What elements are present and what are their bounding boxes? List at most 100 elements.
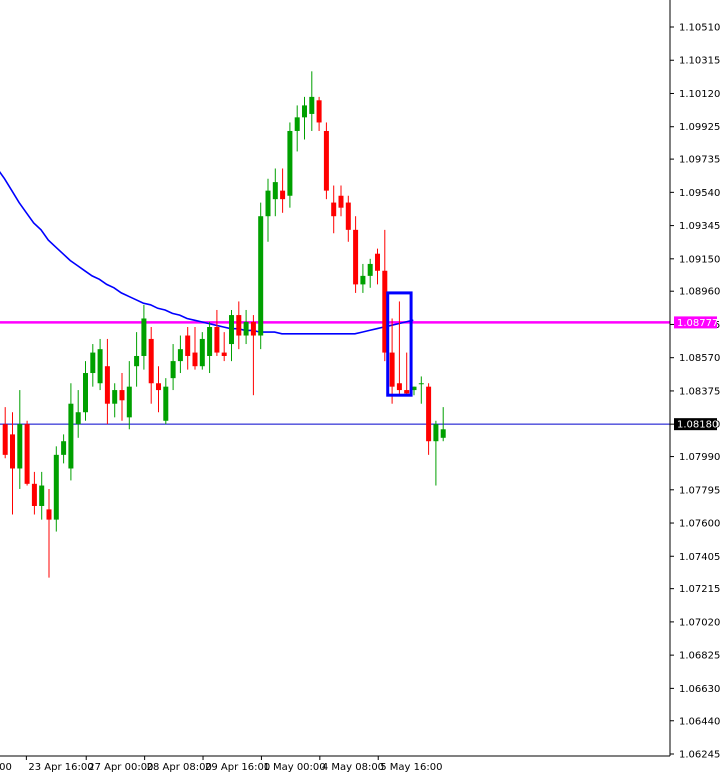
candle-bull — [360, 275, 366, 285]
candle-bull — [163, 386, 169, 421]
candle-bear — [104, 366, 110, 404]
candle-bull — [17, 424, 23, 469]
plot-area[interactable] — [0, 71, 670, 578]
candle-bear — [338, 195, 344, 208]
candle-bull — [294, 117, 300, 131]
candle-bear — [214, 327, 220, 353]
candle-bull — [134, 355, 140, 367]
time-tick-label: 4 May 08:00 — [322, 762, 384, 773]
candle-bull — [97, 349, 103, 384]
candle-bear — [331, 202, 337, 217]
candle-bull — [411, 386, 417, 391]
candle-bear — [280, 190, 286, 200]
candle-bear — [46, 509, 52, 520]
price-tick-label: 1.07990 — [679, 452, 720, 463]
price-tick-label: 1.09345 — [679, 221, 720, 232]
candle-bear — [185, 335, 191, 356]
price-tick-label: 1.09540 — [679, 188, 720, 199]
price-axis: 1.10510 1.10315 1.10120 1.09925 1.09735 1.095… — [669, 0, 720, 761]
candle-bull — [68, 403, 74, 469]
candle-bull — [272, 182, 278, 200]
candle-bear — [426, 386, 432, 442]
price-tick-label: 1.09150 — [679, 254, 720, 265]
price-tag-label: 1.08777 — [677, 318, 718, 329]
price-tick-label: 1.10315 — [679, 56, 720, 67]
time-tick-label: 29 Apr 16:00 — [205, 762, 270, 773]
candle-bull — [440, 429, 446, 438]
candle-bull — [61, 441, 67, 455]
candle-bull — [258, 216, 264, 336]
candle-bull — [265, 190, 271, 217]
candle-bull — [53, 454, 59, 520]
candle-bear — [221, 352, 227, 356]
price-tick-label: 1.06245 — [679, 750, 720, 761]
candle-bear — [148, 338, 154, 384]
candle-bull — [75, 412, 81, 425]
price-tick-label: 1.08960 — [679, 287, 720, 298]
candle-bull — [302, 105, 307, 118]
candle-bear — [353, 229, 359, 285]
candle-bear — [24, 424, 30, 484]
price-tick-label: 1.07405 — [679, 552, 720, 563]
candle-bear — [156, 383, 161, 391]
moving-average-line — [0, 171, 414, 335]
candle-bull — [39, 485, 45, 506]
candle-bear — [345, 202, 351, 230]
candle-bear — [404, 390, 410, 394]
price-tick-label: 1.08375 — [679, 386, 720, 397]
price-tick-label: 1.06630 — [679, 684, 720, 695]
candle-bull — [112, 390, 118, 404]
candle-bear — [236, 315, 242, 336]
candle-bull — [83, 373, 88, 413]
candle-bear — [192, 352, 198, 367]
price-tick-label: 1.08570 — [679, 353, 720, 364]
candle-bear — [119, 390, 125, 401]
candle-bull — [126, 386, 132, 418]
candle-bull — [287, 130, 293, 196]
price-tag-label: 1.08180 — [677, 420, 718, 431]
candle-bear — [389, 352, 395, 387]
time-tick-label: 23 Apr 16:00 — [28, 762, 93, 773]
price-tag-bg — [674, 418, 717, 431]
highlight-box — [386, 291, 413, 397]
price-tick-label: 1.10120 — [679, 89, 720, 100]
candle-bull — [243, 321, 249, 336]
candle-bear — [316, 100, 322, 123]
price-tick-label: 1.09735 — [679, 155, 720, 166]
price-tick-label: 1.07600 — [679, 519, 720, 530]
time-tick-label: 1 May 00:00 — [263, 762, 325, 773]
candle-bull — [309, 96, 315, 114]
candle-bull — [170, 361, 176, 379]
time-tick-label: 5 May 16:00 — [380, 762, 442, 773]
candle-bear — [396, 383, 402, 391]
price-tick-label: 1.06440 — [679, 716, 720, 727]
candle-bear — [10, 434, 15, 469]
price-tick-label: 1.09925 — [679, 122, 720, 133]
price-tick-label: 1.07795 — [679, 485, 720, 496]
candle-bull — [177, 349, 183, 362]
price-tick-label: 1.07215 — [679, 584, 720, 595]
time-tick-label: 27 Apr 00:00 — [88, 762, 153, 773]
price-tag-bg — [674, 316, 717, 329]
price-tick-label: 1.10510 — [679, 23, 720, 34]
time-tick-label: 00 — [0, 762, 12, 773]
candle-bull — [433, 424, 439, 442]
candle-bull — [367, 263, 373, 276]
candle-bull — [141, 318, 147, 356]
candle-bull — [199, 338, 205, 367]
price-tick-label: 1.07020 — [679, 617, 720, 628]
candle-bull — [418, 383, 424, 385]
candle-bull — [229, 315, 234, 345]
time-tick-label: 28 Apr 08:00 — [147, 762, 212, 773]
candle-bear — [382, 270, 388, 353]
candle-bull — [90, 352, 96, 374]
candle-bear — [2, 424, 8, 455]
price-tick-label: 1.06825 — [679, 651, 720, 662]
candle-bear — [250, 321, 256, 336]
candle-bear — [31, 483, 37, 506]
candle-bull — [207, 327, 213, 356]
candle-bear — [323, 130, 329, 191]
candle-bear — [375, 253, 380, 271]
